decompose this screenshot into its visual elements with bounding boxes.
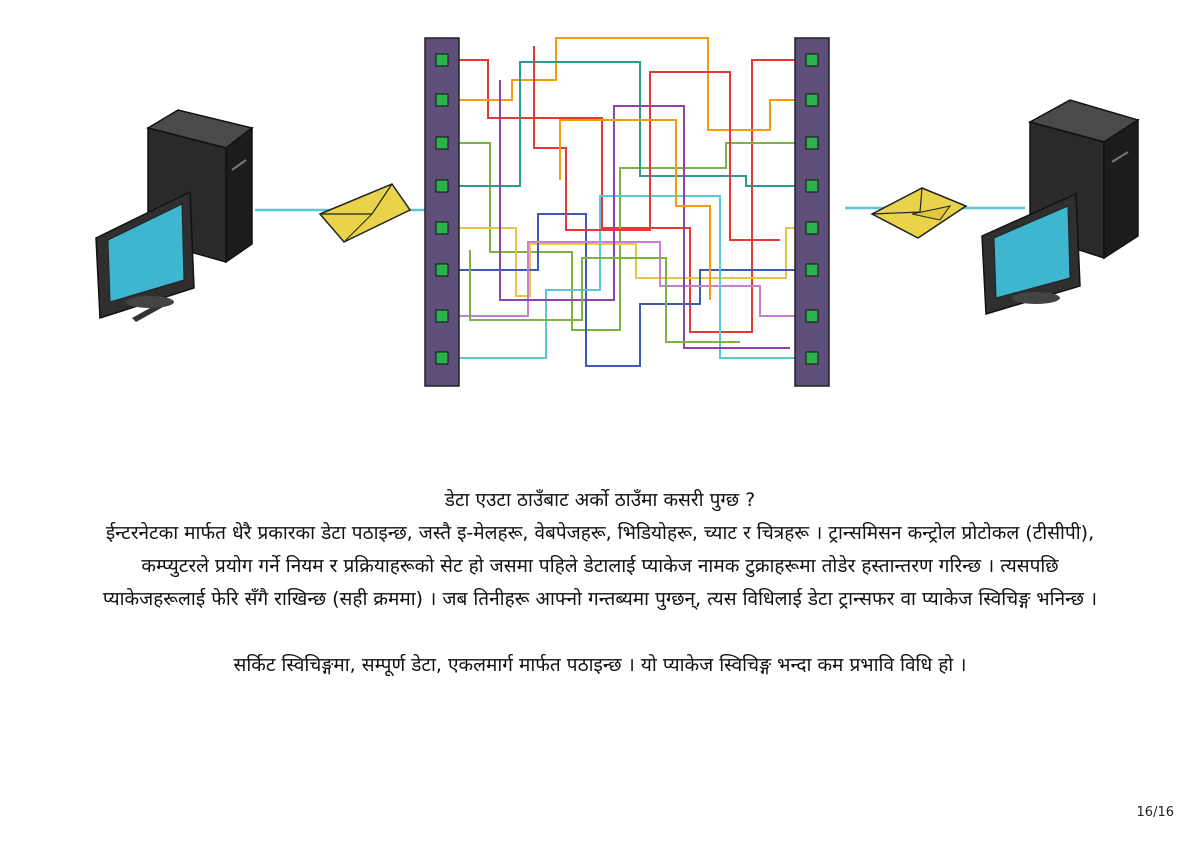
port-icon <box>805 93 819 107</box>
network-wire <box>448 59 818 333</box>
body-text: डेटा एउटा ठाउँबाट अर्को ठाउँमा कसरी पुग्… <box>90 484 1110 682</box>
network-wire <box>448 142 818 331</box>
network-wire <box>469 250 740 343</box>
left-computer-icon <box>95 109 254 322</box>
network-wire <box>448 241 818 317</box>
port-icon <box>435 309 449 323</box>
port-icon <box>435 351 449 365</box>
page-number: 16/16 <box>1136 805 1174 820</box>
port-icon <box>805 136 819 150</box>
port-icon <box>805 179 819 193</box>
port-icon <box>435 221 449 235</box>
port-icon <box>805 309 819 323</box>
port-icon <box>805 221 819 235</box>
network-wire <box>448 213 818 367</box>
port-icon <box>805 351 819 365</box>
right-envelope-icon <box>870 187 968 239</box>
network-wire <box>533 46 780 241</box>
left-envelope-icon <box>318 183 412 243</box>
port-icon <box>435 263 449 277</box>
port-icon <box>435 53 449 67</box>
network-wire <box>448 37 818 131</box>
network-wire <box>448 195 818 359</box>
paragraph-circuit-switching: सर्किट स्विचिङ्गमा, सम्पूर्ण डेटा, एकलमा… <box>233 654 967 676</box>
paragraph-packet-switching: ईन्टरनेटका मार्फत धेरै प्रकारका डेटा पठा… <box>102 522 1098 610</box>
network-wire <box>448 227 818 297</box>
page-heading: डेटा एउटा ठाउँबाट अर्को ठाउँमा कसरी पुग्… <box>444 489 756 511</box>
left-router-panel-icon <box>424 37 460 387</box>
port-icon <box>805 263 819 277</box>
network-wires-icon <box>448 37 818 367</box>
network-wire <box>499 80 790 349</box>
right-router-panel-icon <box>794 37 830 387</box>
right-computer-icon <box>981 99 1140 315</box>
port-icon <box>805 53 819 67</box>
network-wire <box>559 119 711 300</box>
port-icon <box>435 93 449 107</box>
port-icon <box>435 136 449 150</box>
port-icon <box>435 179 449 193</box>
packet-switching-illustration <box>95 37 1140 387</box>
